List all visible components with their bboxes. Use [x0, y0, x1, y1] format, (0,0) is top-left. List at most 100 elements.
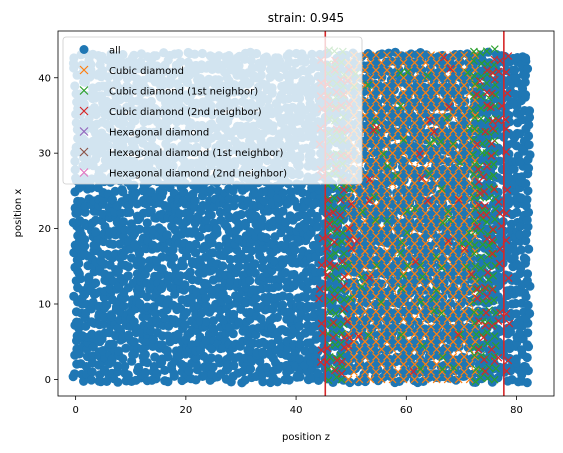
atom-point [222, 294, 233, 304]
atom-point [135, 224, 145, 234]
atom-point [135, 299, 145, 309]
atom-point [207, 344, 217, 354]
atom-point [258, 347, 268, 357]
x-tick-label: 80 [510, 405, 523, 416]
atom-point [525, 150, 535, 160]
atom-point [125, 207, 135, 217]
atom-point [208, 323, 218, 333]
legend-label-0: all [109, 46, 121, 57]
legend-label-6: Hexagonal diamond (2nd neighbor) [109, 169, 287, 180]
legend-label-2: Cubic diamond (1st neighbor) [109, 87, 258, 98]
atom-point [218, 261, 228, 271]
atom-point [105, 284, 115, 294]
atom-point [123, 271, 133, 281]
atom-point [124, 330, 134, 340]
atom-point [493, 292, 503, 302]
atom-point [123, 262, 134, 272]
atom-point [184, 366, 194, 376]
atom-point [234, 317, 244, 327]
atom-point [515, 157, 525, 167]
atom-point [148, 334, 159, 344]
atom-point [269, 256, 280, 266]
atom-point [113, 323, 123, 333]
atom-point [521, 179, 531, 189]
atom-point [522, 378, 532, 388]
atom-point [162, 346, 173, 356]
atom-point [213, 186, 223, 196]
atom-point [108, 239, 118, 249]
atom-point [74, 269, 84, 279]
atom-point [214, 241, 224, 251]
atom-point [86, 375, 96, 385]
atom-point [91, 240, 101, 250]
atom-point [130, 239, 140, 250]
legend-label-1: Cubic diamond [109, 66, 184, 77]
atom-point [273, 281, 283, 291]
atom-point [278, 300, 288, 310]
atom-point [87, 329, 97, 339]
legend-label-4: Hexagonal diamond [109, 128, 209, 139]
atom-point [284, 292, 294, 302]
atom-point [267, 339, 277, 349]
y-tick-label: 0 [45, 375, 51, 386]
atom-point [208, 362, 218, 372]
atom-point [234, 234, 244, 244]
atom-point [333, 304, 343, 314]
atom-point [170, 289, 180, 299]
atom-point [87, 367, 97, 377]
atom-point [162, 230, 172, 240]
atom-point [250, 259, 260, 269]
atom-point [289, 269, 299, 280]
atom-point [142, 218, 152, 228]
atom-point [520, 90, 531, 100]
atom-point [118, 217, 129, 227]
atom-point [123, 370, 133, 380]
atom-point [152, 368, 162, 379]
atom-point [278, 206, 288, 216]
atom-point [160, 365, 170, 375]
atom-point [213, 354, 223, 364]
atom-point [295, 339, 305, 349]
atom-point [88, 342, 98, 352]
atom-point [522, 195, 532, 205]
atom-point [90, 227, 101, 237]
atom-point [131, 188, 141, 198]
atom-point [520, 362, 531, 372]
atom-point [169, 369, 179, 379]
atom-point [69, 291, 79, 301]
atom-point [273, 335, 283, 345]
atom-point [439, 125, 449, 135]
atom-point [119, 301, 129, 311]
atom-point [158, 187, 168, 197]
atom-point [118, 187, 128, 197]
atom-point [134, 248, 145, 258]
atom-point [74, 349, 84, 359]
atom-point [157, 264, 167, 274]
atom-point [257, 214, 267, 225]
y-tick-label: 30 [38, 149, 51, 160]
atom-point [523, 163, 534, 173]
atom-point [137, 256, 147, 267]
y-axis-label: position x [13, 189, 24, 238]
atom-point [228, 329, 238, 339]
atom-point [170, 225, 180, 235]
atom-point [190, 196, 200, 206]
atom-point [142, 278, 152, 288]
atom-point [108, 339, 118, 349]
atom-point [206, 210, 216, 220]
atom-point [285, 226, 295, 236]
atom-point [234, 261, 244, 272]
atom-point [250, 268, 260, 278]
atom-point [169, 253, 179, 263]
atom-point [278, 188, 288, 198]
atom-point [102, 300, 112, 310]
atom-point [272, 377, 283, 387]
atom-point [229, 360, 239, 371]
atom-point [74, 317, 84, 328]
atom-point [229, 309, 239, 319]
atom-point [121, 343, 131, 353]
atom-point [118, 354, 128, 364]
atom-point [107, 312, 117, 322]
atom-point [108, 295, 118, 305]
y-tick-label: 20 [38, 224, 51, 235]
